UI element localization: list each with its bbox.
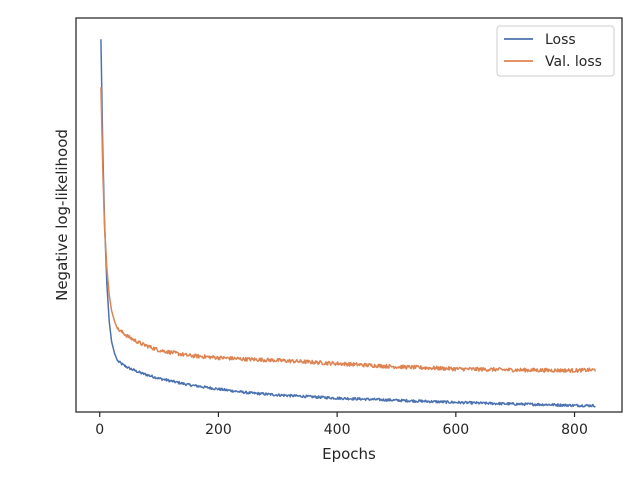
x-tick-label: 0 (95, 422, 104, 438)
x-tick-label: 800 (561, 422, 588, 438)
x-tick-label: 200 (205, 422, 232, 438)
legend-entry-label: Loss (545, 32, 576, 48)
legend: Loss Val. loss (496, 25, 615, 77)
plot-area (100, 39, 597, 408)
y-axis-label: Negative log-likelihood (53, 129, 71, 301)
series-line-loss (100, 39, 596, 408)
x-axis-label: Epochs (322, 445, 376, 463)
x-axis-ticks: 0 200 400 600 800 (95, 412, 588, 438)
series-line-val-loss (100, 87, 597, 374)
x-tick-label: 600 (442, 422, 469, 438)
x-tick-label: 400 (324, 422, 351, 438)
axes-frame (75, 17, 623, 413)
legend-entry-label: Val. loss (545, 54, 602, 70)
